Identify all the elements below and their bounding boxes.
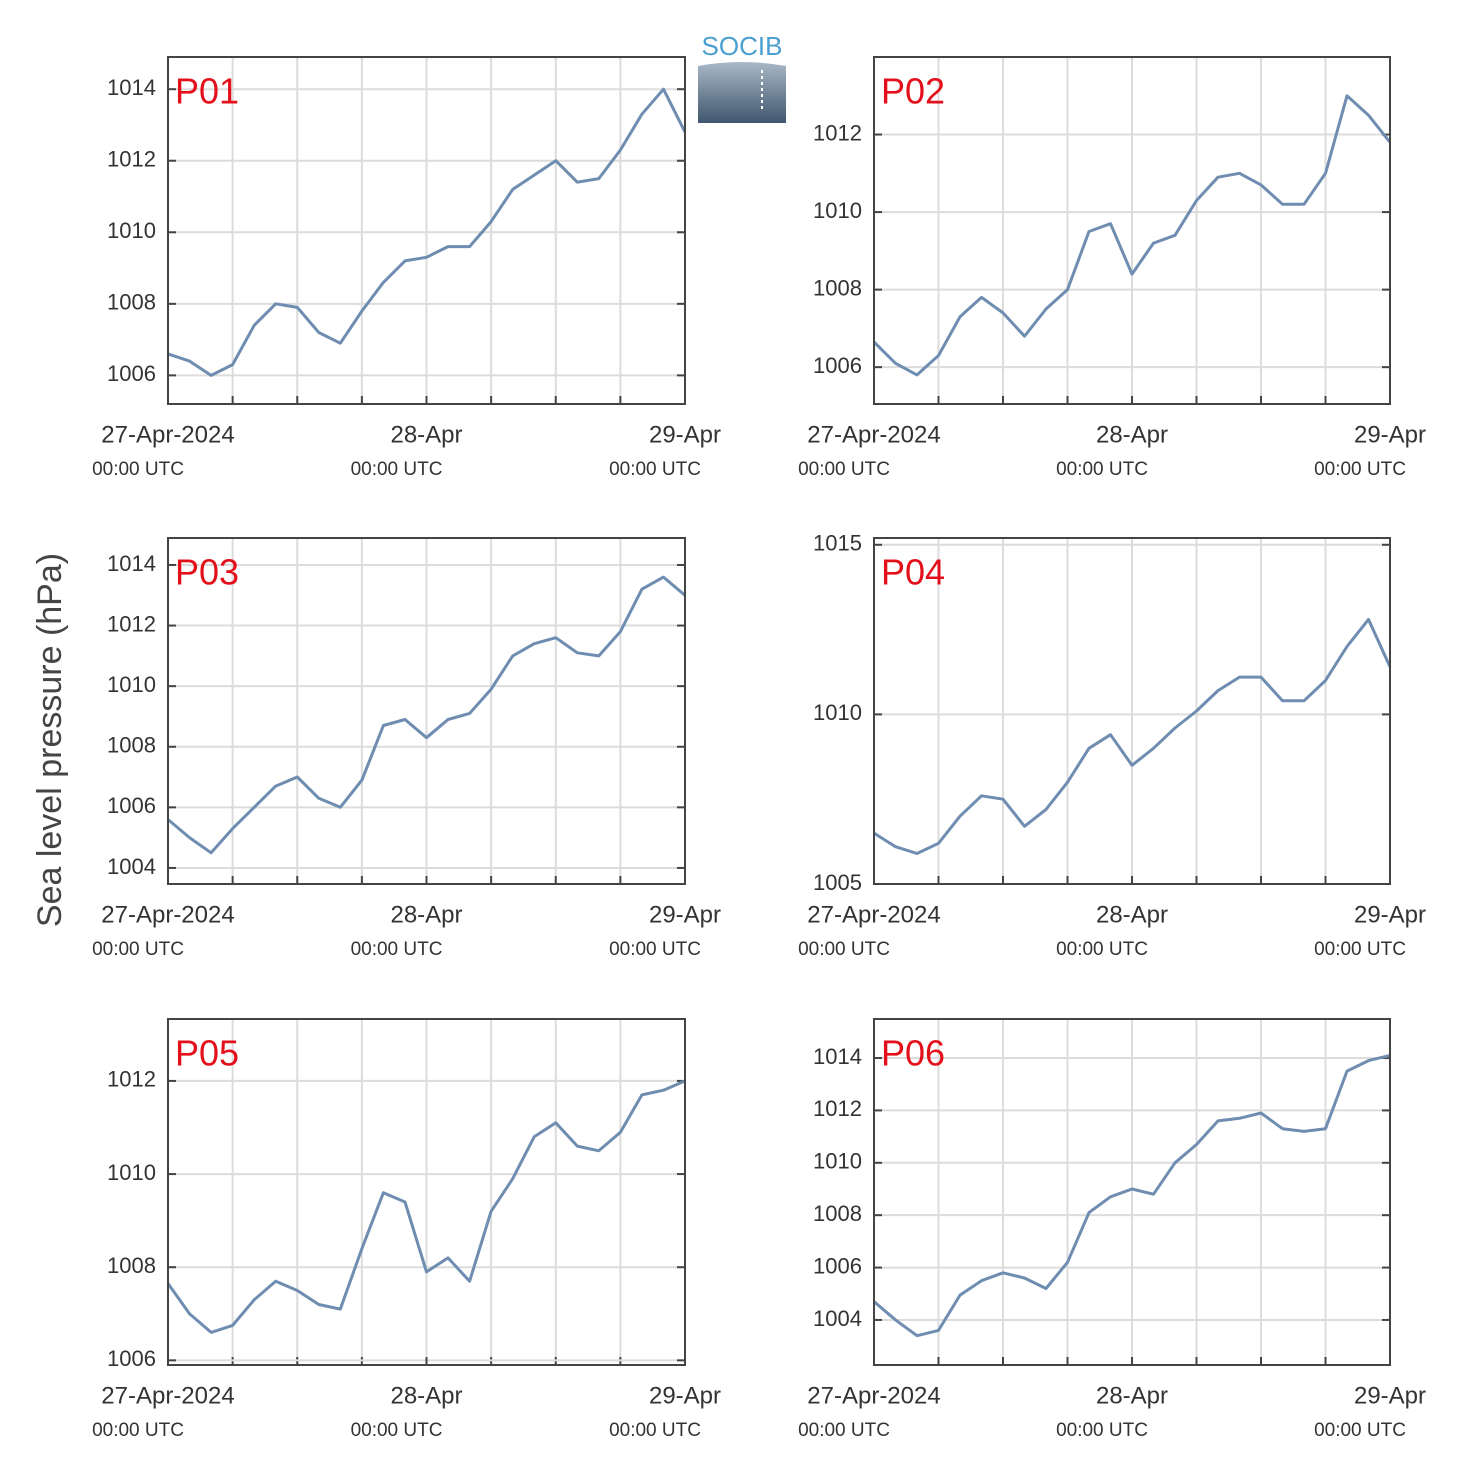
y-tick-label: 1008 [107, 733, 156, 758]
y-tick-label: 1010 [107, 672, 156, 697]
panel: 1006 1008 1010 1012 1014 27-Apr-2024 00:00 UTC… [92, 56, 721, 480]
x-tick-sublabel: 00:00 UTC [351, 939, 443, 960]
panel: 1004 1006 1008 1010 1012 1014 27-Apr-2024 00:00… [92, 537, 721, 960]
plot-frame [873, 1018, 1391, 1366]
x-tick-sublabel: 00:00 UTC [92, 939, 184, 960]
y-tick-label: 1014 [107, 551, 156, 576]
x-tick-label: 28-Apr [390, 901, 462, 928]
x-tick-sublabel: 00:00 UTC [798, 459, 890, 480]
y-tick-label: 1012 [813, 120, 862, 145]
panel: 1004 1006 1008 1010 1012 1014 27-Apr-2024 00:00… [798, 1018, 1426, 1441]
x-tick-label: 27-Apr-2024 [101, 1382, 234, 1409]
panel-title: P04 [881, 552, 945, 593]
y-tick-label: 1008 [107, 1253, 156, 1278]
series-line [873, 617, 1392, 855]
y-axis-label: Sea level pressure (hPa) [31, 553, 69, 927]
panel: 1005 1010 1015 27-Apr-2024 00:00 UTC 28-Apr 00… [798, 531, 1426, 960]
plot-frame [873, 56, 1391, 405]
x-tick-sublabel: 00:00 UTC [351, 459, 443, 480]
x-tick-sublabel: 00:00 UTC [1056, 1420, 1148, 1441]
x-tick-sublabel: 00:00 UTC [92, 459, 184, 480]
x-tick-label: 28-Apr [390, 421, 462, 448]
y-tick-label: 1010 [813, 700, 862, 725]
x-tick-label: 29-Apr [1354, 1382, 1426, 1409]
series-line [167, 87, 687, 377]
x-tick-sublabel: 00:00 UTC [798, 939, 890, 960]
x-tick-label: 28-Apr [1096, 901, 1168, 928]
plot-frame [167, 1018, 686, 1366]
y-tick-label: 1010 [813, 1149, 862, 1174]
panel-title: P01 [175, 71, 239, 112]
logo-text: SOCIB [702, 31, 783, 61]
x-tick-label: 28-Apr [1096, 1382, 1168, 1409]
plot-frame [167, 537, 686, 885]
x-tick-label: 27-Apr-2024 [807, 1382, 940, 1409]
y-tick-label: 1006 [107, 361, 156, 386]
y-tick-label: 1010 [813, 198, 862, 223]
x-tick-sublabel: 00:00 UTC [92, 1420, 184, 1441]
panel-title: P03 [175, 552, 239, 593]
series-line [166, 1079, 686, 1334]
y-tick-label: 1014 [107, 75, 156, 100]
logo: SOCIB [698, 31, 786, 123]
x-tick-sublabel: 00:00 UTC [798, 1420, 890, 1441]
x-tick-label: 29-Apr [649, 901, 721, 928]
y-tick-label: 1014 [813, 1044, 862, 1069]
y-tick-label: 1010 [107, 218, 156, 243]
x-tick-sublabel: 00:00 UTC [1314, 1420, 1406, 1441]
y-tick-label: 1012 [107, 1067, 156, 1092]
x-tick-label: 28-Apr [1096, 421, 1168, 448]
x-tick-label: 27-Apr-2024 [101, 421, 234, 448]
y-tick-label: 1006 [107, 1346, 156, 1371]
x-tick-sublabel: 00:00 UTC [351, 1420, 443, 1441]
y-tick-label: 1006 [107, 793, 156, 818]
x-tick-sublabel: 00:00 UTC [1056, 459, 1148, 480]
plot-frame [167, 56, 686, 405]
x-tick-sublabel: 00:00 UTC [609, 939, 701, 960]
y-tick-label: 1012 [107, 611, 156, 636]
y-tick-label: 1008 [107, 290, 156, 315]
x-tick-sublabel: 00:00 UTC [609, 459, 701, 480]
series-line [873, 1053, 1391, 1338]
y-tick-label: 1008 [813, 275, 862, 300]
panel: 1006 1008 1010 1012 27-Apr-2024 00:00 UTC 28-A… [798, 56, 1426, 480]
y-tick-label: 1012 [813, 1096, 862, 1121]
y-tick-label: 1004 [813, 1306, 862, 1331]
y-tick-label: 1010 [107, 1160, 156, 1185]
x-tick-label: 29-Apr [1354, 421, 1426, 448]
series-line [167, 575, 686, 855]
logo-shape [698, 62, 786, 123]
x-tick-sublabel: 00:00 UTC [609, 1420, 701, 1441]
y-tick-label: 1005 [813, 870, 862, 895]
x-tick-label: 27-Apr-2024 [807, 421, 940, 448]
y-tick-label: 1006 [813, 353, 862, 378]
panel-title: P06 [881, 1033, 945, 1074]
y-tick-label: 1004 [107, 854, 156, 879]
plot-frame [873, 537, 1391, 885]
panel-title: P05 [175, 1033, 239, 1074]
x-tick-label: 29-Apr [649, 421, 721, 448]
y-tick-label: 1008 [813, 1201, 862, 1226]
x-tick-label: 29-Apr [1354, 901, 1426, 928]
panel: 1006 1008 1010 1012 27-Apr-2024 00:00 UTC 28-A… [92, 1018, 721, 1441]
x-tick-label: 27-Apr-2024 [807, 901, 940, 928]
y-tick-label: 1006 [813, 1253, 862, 1278]
panel-title: P02 [881, 71, 945, 112]
x-tick-label: 28-Apr [390, 1382, 462, 1409]
x-tick-sublabel: 00:00 UTC [1314, 939, 1406, 960]
y-tick-label: 1015 [813, 531, 862, 556]
x-tick-label: 29-Apr [649, 1382, 721, 1409]
series-line [872, 94, 1392, 377]
y-tick-label: 1012 [107, 147, 156, 172]
x-tick-label: 27-Apr-2024 [101, 901, 234, 928]
x-tick-sublabel: 00:00 UTC [1314, 459, 1406, 480]
x-tick-sublabel: 00:00 UTC [1056, 939, 1148, 960]
